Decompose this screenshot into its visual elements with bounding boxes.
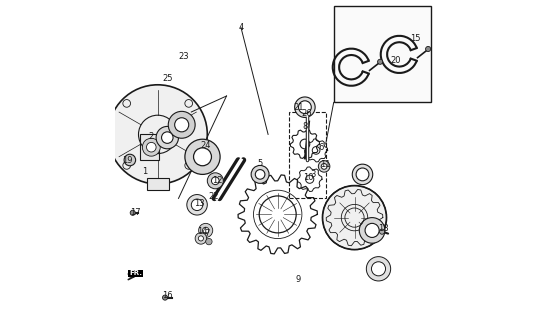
Circle shape — [124, 154, 136, 166]
Text: 16: 16 — [162, 292, 172, 300]
FancyBboxPatch shape — [140, 134, 159, 160]
Circle shape — [318, 161, 330, 172]
Circle shape — [142, 138, 160, 156]
Circle shape — [299, 101, 311, 114]
FancyBboxPatch shape — [334, 6, 432, 102]
Text: 8: 8 — [302, 122, 307, 131]
Circle shape — [211, 177, 219, 185]
Circle shape — [187, 195, 208, 215]
Circle shape — [356, 168, 369, 181]
Text: 11: 11 — [321, 160, 331, 169]
Text: 5: 5 — [257, 159, 263, 168]
Text: 21: 21 — [293, 103, 304, 112]
Bar — [147, 178, 169, 190]
Circle shape — [321, 164, 327, 169]
Text: 6: 6 — [318, 143, 323, 152]
Circle shape — [199, 223, 213, 237]
Text: 4: 4 — [238, 23, 244, 32]
Circle shape — [161, 132, 173, 143]
Text: 25: 25 — [162, 74, 172, 83]
Circle shape — [372, 262, 385, 276]
Circle shape — [168, 111, 195, 138]
Text: 20: 20 — [391, 56, 401, 65]
Text: 26: 26 — [301, 109, 312, 118]
Text: 14: 14 — [197, 228, 208, 236]
Circle shape — [175, 118, 189, 132]
Text: 1: 1 — [142, 167, 147, 176]
Text: 17: 17 — [130, 208, 141, 217]
Text: 9: 9 — [296, 276, 301, 284]
Circle shape — [379, 229, 385, 234]
Text: 2: 2 — [149, 132, 154, 140]
Circle shape — [322, 186, 386, 250]
Circle shape — [352, 164, 373, 185]
Circle shape — [185, 139, 220, 174]
Text: FR.: FR. — [129, 270, 142, 276]
Text: 7: 7 — [205, 229, 210, 238]
Text: 15: 15 — [410, 34, 421, 43]
Text: 13: 13 — [194, 199, 205, 208]
Circle shape — [295, 97, 315, 117]
Circle shape — [163, 295, 167, 300]
Circle shape — [203, 227, 209, 234]
Circle shape — [359, 218, 385, 243]
Text: 3: 3 — [310, 170, 316, 179]
Circle shape — [365, 223, 379, 237]
Circle shape — [366, 257, 391, 281]
Circle shape — [191, 199, 203, 211]
Circle shape — [156, 126, 178, 149]
Text: 24: 24 — [200, 141, 211, 150]
Circle shape — [251, 165, 269, 183]
Circle shape — [195, 233, 206, 244]
Text: 18: 18 — [378, 224, 389, 233]
Circle shape — [425, 46, 431, 52]
Circle shape — [147, 142, 156, 152]
Circle shape — [198, 236, 204, 241]
Text: 10: 10 — [303, 173, 313, 182]
Circle shape — [208, 173, 223, 189]
Circle shape — [206, 238, 212, 245]
Circle shape — [108, 85, 208, 184]
Circle shape — [255, 170, 265, 179]
Circle shape — [130, 210, 135, 215]
Text: 19: 19 — [122, 156, 132, 164]
Text: 22: 22 — [209, 192, 219, 201]
Text: 23: 23 — [178, 52, 189, 60]
Circle shape — [194, 148, 211, 166]
Text: 12: 12 — [212, 176, 222, 185]
Circle shape — [378, 59, 383, 64]
